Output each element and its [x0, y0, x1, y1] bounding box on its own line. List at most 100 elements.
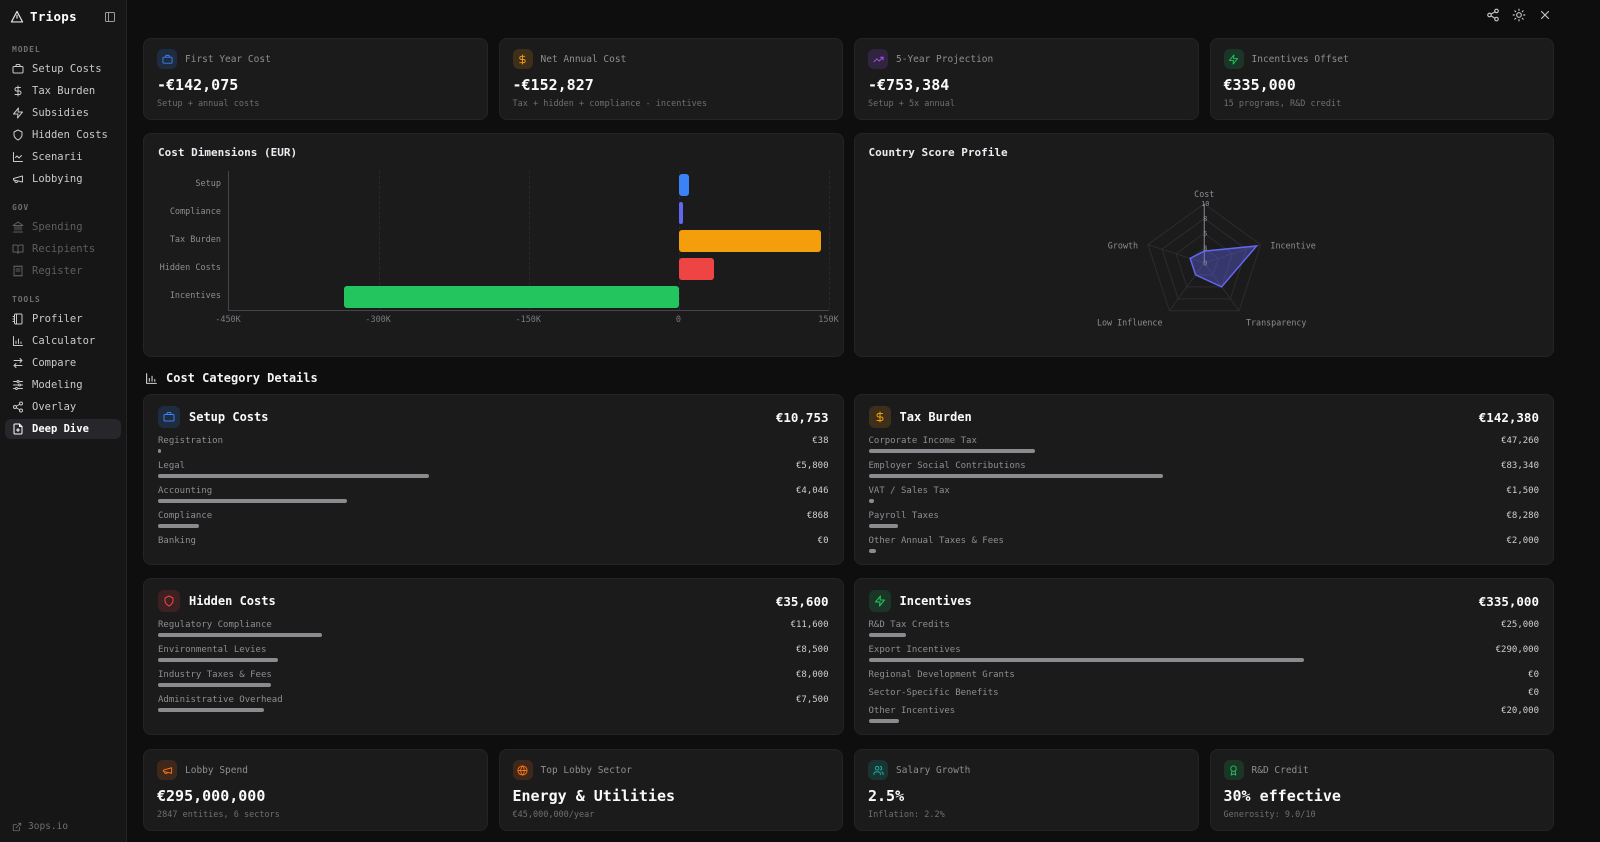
item-progress-bar [868, 633, 907, 637]
cost-dimensions-chart-card: Cost Dimensions (EUR) Setup Compliance Tax… [143, 133, 844, 357]
stat-label: R&D Credit [1251, 764, 1309, 776]
sidebar-item-tax-burden[interactable]: Tax Burden [5, 81, 121, 101]
triops-logo-icon [10, 10, 24, 24]
bar-category-label: Incentives [169, 291, 221, 302]
theme-toggle-icon[interactable] [1512, 8, 1526, 22]
sidebar-item-setup-costs[interactable]: Setup Costs [5, 59, 121, 79]
sidebar-item-label: Lobbying [32, 173, 83, 185]
stat-subtext: 15 programs, R&D credit [1223, 99, 1342, 109]
sidebar-item-hidden-costs[interactable]: Hidden Costs [5, 125, 121, 145]
sidebar-item-label: Spending [32, 221, 83, 233]
bar [678, 202, 683, 224]
item-progress-bar [868, 524, 898, 528]
x-tick-label: -450K [215, 315, 241, 325]
chart-title: Country Score Profile [868, 146, 1008, 159]
stat-subtext: €45,000,000/year [512, 810, 595, 820]
item-progress-bar [158, 633, 322, 637]
sidebar-item-subsidies[interactable]: Subsidies [5, 103, 121, 123]
svg-text:0: 0 [1203, 259, 1207, 267]
notebook-icon [12, 313, 24, 325]
stat-card-five-year-projection: 5-Year Projection -€753,384 Setup + 5x a… [854, 38, 1199, 120]
item-value: €0 [817, 536, 829, 546]
sidebar-item-modeling[interactable]: Modeling [5, 375, 121, 395]
item-progress-bar [868, 719, 899, 723]
item-label: Corporate Income Tax [868, 436, 977, 446]
panel-left-icon[interactable] [104, 11, 116, 23]
sidebar-item-scenarii[interactable]: Scenarii [5, 147, 121, 167]
stat-label: Top Lobby Sector [540, 764, 633, 776]
country-score-radar-chart: 10 8 5 3 0 Cost Incentive Transparency Low Influ… [1096, 189, 1315, 328]
shield-icon [158, 590, 180, 612]
item-progress-bar [868, 499, 874, 503]
category-line-item: R&D Tax Credits €25,000 [868, 620, 1539, 637]
category-total: €142,380 [1478, 409, 1539, 425]
app-title: Triops [30, 9, 77, 24]
item-label: Banking [158, 536, 196, 546]
sidebar-item-deep-dive[interactable]: Deep Dive [5, 419, 121, 439]
item-label: Export Incentives [868, 645, 961, 655]
sidebar-item-label: Scenarii [32, 151, 83, 163]
gridline [528, 171, 530, 310]
sidebar-item-spending[interactable]: Spending [5, 217, 121, 237]
stat-subtext: Setup + annual costs [157, 99, 260, 109]
close-icon[interactable] [1538, 8, 1552, 22]
category-line-item: Regional Development Grants €0 [869, 670, 1540, 680]
category-total: €10,753 [775, 409, 829, 425]
stat-card-lobby-spend: Lobby Spend €295,000,000 2847 entities, … [143, 749, 488, 831]
topbar [127, 0, 1600, 30]
sidebar-item-lobbying[interactable]: Lobbying [5, 169, 121, 189]
item-label: VAT / Sales Tax [868, 486, 950, 496]
category-line-item: Sector-Specific Benefits €0 [869, 688, 1540, 698]
page-content: First Year Cost -€142,075 Setup + annual… [127, 30, 1600, 842]
gridline [378, 171, 380, 310]
cost-dimensions-bar-chart: Setup Compliance Tax Burden Hidden Costs Inc… [158, 171, 839, 329]
stat-card-top-lobby-sector: Top Lobby Sector Energy & Utilities €45,… [498, 749, 843, 831]
category-card-incentives: Incentives €335,000 R&D Tax Credits €25,0… [853, 578, 1554, 735]
item-value: €5,800 [795, 461, 829, 471]
stat-label: Salary Growth [896, 764, 971, 776]
item-progress-bar [158, 499, 348, 503]
category-line-item: Environmental Levies €8,500 [158, 645, 829, 662]
main-area: First Year Cost -€142,075 Setup + annual… [127, 0, 1600, 842]
category-line-item: Other Incentives €20,000 [868, 706, 1539, 723]
share-icon[interactable] [1486, 8, 1500, 22]
category-line-item: Employer Social Contributions €83,340 [868, 461, 1539, 478]
category-grid: Setup Costs €10,753 Registration €38 Lega… [143, 394, 1554, 735]
svg-text:8: 8 [1203, 215, 1207, 223]
sidebar-item-label: Deep Dive [32, 423, 89, 435]
item-progress-bar [158, 524, 199, 528]
sidebar-item-register[interactable]: Register [5, 261, 121, 281]
footer-link[interactable]: 3ops.io [0, 811, 126, 842]
item-label: Accounting [158, 486, 213, 496]
receipt-icon [12, 265, 24, 277]
item-value: €4,046 [795, 486, 829, 496]
stat-label: Net Annual Cost [540, 53, 627, 65]
category-name: Tax Burden [899, 410, 972, 424]
stat-value: €295,000,000 [157, 787, 266, 805]
sidebar-item-label: Calculator [32, 335, 96, 347]
item-progress-bar [868, 449, 1036, 453]
bar-chart-x-ticks: -450K -300K -150K 0 150K [215, 315, 839, 329]
award-icon [1223, 760, 1244, 780]
sidebar-item-recipients[interactable]: Recipients [5, 239, 121, 259]
cost-category-details-header: Cost Category Details [145, 371, 1552, 385]
item-label: Administrative Overhead [158, 695, 283, 705]
section-title: Cost Category Details [166, 371, 318, 385]
item-value: €7,500 [795, 695, 829, 705]
chart-column-icon [12, 335, 24, 347]
category-name: Hidden Costs [189, 594, 276, 608]
category-line-item: Export Incentives €290,000 [868, 645, 1539, 662]
sidebar-item-profiler[interactable]: Profiler [5, 309, 121, 329]
sliders-icon [12, 379, 24, 391]
bar [343, 286, 679, 308]
sidebar-item-overlay[interactable]: Overlay [5, 397, 121, 417]
item-progress-bar [868, 658, 1304, 662]
sidebar-item-compare[interactable]: Compare [5, 353, 121, 373]
briefcase-icon [158, 406, 180, 428]
stat-value: -€152,827 [512, 76, 594, 94]
megaphone-icon [157, 760, 177, 780]
svg-text:Incentive: Incentive [1270, 241, 1315, 251]
sidebar-item-label: Setup Costs [32, 63, 102, 75]
sidebar-item-calculator[interactable]: Calculator [5, 331, 121, 351]
